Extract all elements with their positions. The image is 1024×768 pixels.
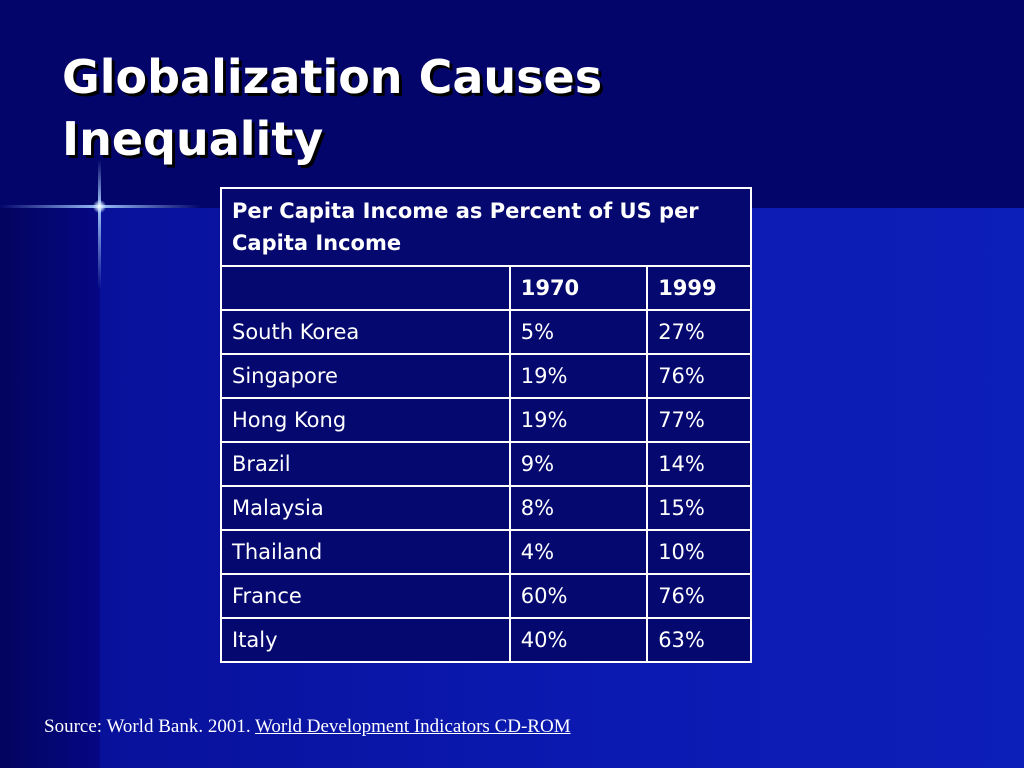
- source-citation: Source: World Bank. 2001. World Developm…: [44, 716, 571, 738]
- value-1970-cell: 8%: [508, 485, 649, 531]
- source-link[interactable]: World Development Indicators CD-ROM: [254, 716, 571, 737]
- country-cell: Hong Kong: [220, 397, 511, 443]
- country-cell: Thailand: [220, 529, 511, 575]
- value-1970-cell: 40%: [508, 617, 649, 663]
- income-table: Per Capita Income as Percent of US per C…: [220, 187, 752, 663]
- value-1999-cell: 63%: [646, 617, 752, 663]
- background-top: [0, 0, 1024, 208]
- value-1970-cell: 60%: [508, 573, 649, 619]
- country-cell: Malaysia: [220, 485, 511, 531]
- background-left-strip: [0, 208, 100, 768]
- sparkle-icon: [93, 200, 106, 213]
- header-cell-country: [220, 265, 511, 311]
- table-row: Italy 40% 63%: [220, 617, 752, 663]
- table-row: Singapore 19% 76%: [220, 353, 752, 399]
- country-cell: Italy: [220, 617, 511, 663]
- table-row: Brazil 9% 14%: [220, 441, 752, 487]
- sparkle-decoration-vertical: [98, 160, 101, 290]
- value-1999-cell: 77%: [646, 397, 752, 443]
- value-1970-cell: 4%: [508, 529, 649, 575]
- value-1999-cell: 27%: [646, 309, 752, 355]
- table-row: Hong Kong 19% 77%: [220, 397, 752, 443]
- country-cell: Singapore: [220, 353, 511, 399]
- slide-title: Globalization Causes Inequality: [62, 46, 762, 170]
- header-cell-1970: 1970: [508, 265, 649, 311]
- country-cell: Brazil: [220, 441, 511, 487]
- slide-title-line-2: Inequality: [62, 112, 324, 166]
- value-1999-cell: 14%: [646, 441, 752, 487]
- source-prefix: Source: World Bank. 2001.: [44, 716, 255, 737]
- table-header-row: 1970 1999: [220, 265, 752, 311]
- table-caption: Per Capita Income as Percent of US per C…: [220, 187, 752, 267]
- table-row: Malaysia 8% 15%: [220, 485, 752, 531]
- table-row: France 60% 76%: [220, 573, 752, 619]
- value-1999-cell: 10%: [646, 529, 752, 575]
- country-cell: South Korea: [220, 309, 511, 355]
- table-row: South Korea 5% 27%: [220, 309, 752, 355]
- value-1970-cell: 19%: [508, 353, 649, 399]
- value-1970-cell: 5%: [508, 309, 649, 355]
- value-1970-cell: 19%: [508, 397, 649, 443]
- value-1999-cell: 76%: [646, 353, 752, 399]
- value-1999-cell: 15%: [646, 485, 752, 531]
- slide-title-line-1: Globalization Causes: [62, 50, 603, 104]
- table-caption-row: Per Capita Income as Percent of US per C…: [220, 187, 752, 267]
- value-1970-cell: 9%: [508, 441, 649, 487]
- value-1999-cell: 76%: [646, 573, 752, 619]
- header-cell-1999: 1999: [646, 265, 752, 311]
- table-row: Thailand 4% 10%: [220, 529, 752, 575]
- country-cell: France: [220, 573, 511, 619]
